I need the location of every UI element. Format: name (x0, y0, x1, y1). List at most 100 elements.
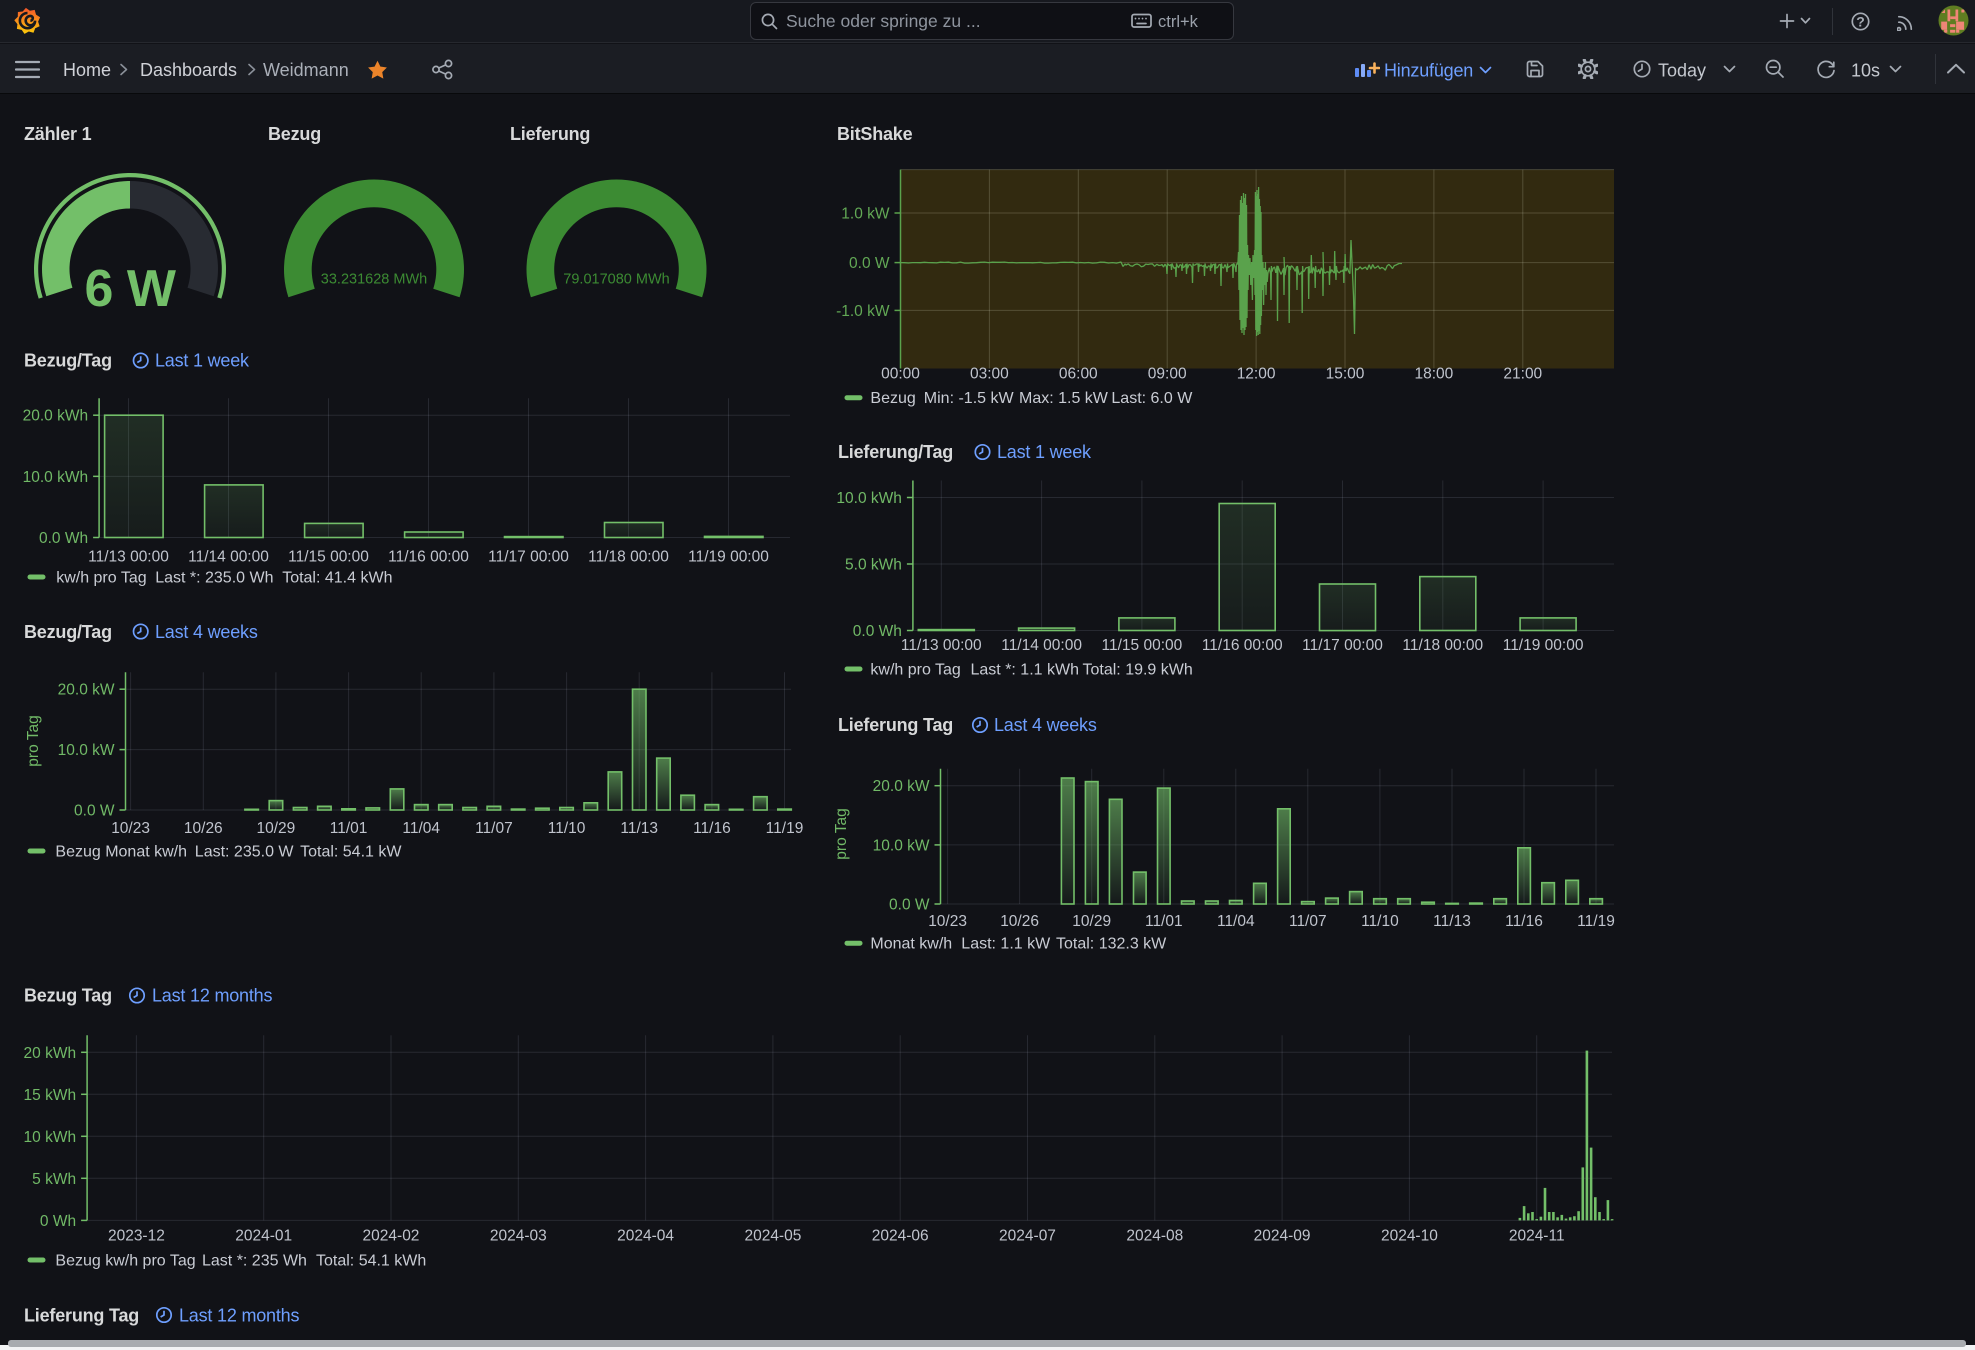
svg-text:Total: 54.1 kWh: Total: 54.1 kWh (316, 1253, 426, 1270)
svg-text:2024-02: 2024-02 (363, 1228, 420, 1245)
svg-text:kw/h pro Tag: kw/h pro Tag (56, 570, 146, 587)
svg-text:11/18 00:00: 11/18 00:00 (588, 549, 669, 566)
svg-text:10/23: 10/23 (928, 913, 967, 930)
svg-text:Monat kw/h: Monat kw/h (870, 936, 952, 953)
svg-text:5.0 kWh: 5.0 kWh (845, 557, 902, 574)
svg-text:Last 1 week: Last 1 week (997, 442, 1092, 462)
svg-text:2024-04: 2024-04 (617, 1228, 674, 1245)
svg-text:BitShake: BitShake (837, 124, 913, 144)
svg-text:Bezug Tag: Bezug Tag (24, 986, 112, 1006)
svg-text:11/04: 11/04 (402, 820, 440, 837)
svg-text:0.0 W: 0.0 W (889, 897, 930, 914)
svg-text:11/18 00:00: 11/18 00:00 (1402, 637, 1483, 654)
svg-text:10/29: 10/29 (257, 820, 296, 837)
svg-text:0.0 W: 0.0 W (74, 803, 115, 820)
svg-text:11/15 00:00: 11/15 00:00 (288, 549, 369, 566)
svg-text:11/13 00:00: 11/13 00:00 (88, 549, 169, 566)
svg-text:kw/h pro Tag: kw/h pro Tag (870, 662, 960, 679)
svg-text:2024-11: 2024-11 (1509, 1228, 1565, 1245)
svg-text:2024-01: 2024-01 (235, 1228, 292, 1245)
svg-text:15:00: 15:00 (1326, 366, 1365, 383)
svg-text:Last 12 months: Last 12 months (179, 1306, 299, 1326)
svg-text:03:00: 03:00 (970, 366, 1009, 383)
svg-text:pro Tag: pro Tag (25, 715, 42, 766)
svg-text:Bezug/Tag: Bezug/Tag (24, 622, 112, 642)
svg-text:2023-12: 2023-12 (108, 1228, 165, 1245)
svg-text:Total: 19.9 kWh: Total: 19.9 kWh (1083, 662, 1193, 679)
svg-text:09:00: 09:00 (1148, 366, 1187, 383)
svg-text:pro Tag: pro Tag (833, 808, 850, 859)
svg-text:10s: 10s (1851, 61, 1880, 81)
svg-text:11/19: 11/19 (1577, 913, 1615, 930)
svg-text:Last 1 week: Last 1 week (155, 351, 250, 371)
svg-text:11/16: 11/16 (1505, 913, 1543, 930)
svg-text:Bezug/Tag: Bezug/Tag (24, 351, 112, 371)
svg-text:Zähler 1: Zähler 1 (24, 124, 92, 144)
svg-text:20 kWh: 20 kWh (24, 1045, 77, 1062)
svg-text:Total: 54.1 kW: Total: 54.1 kW (300, 844, 402, 861)
svg-text:ctrl+k: ctrl+k (1158, 13, 1199, 31)
svg-text:12:00: 12:00 (1237, 366, 1276, 383)
svg-text:-1.0 kW: -1.0 kW (836, 303, 890, 320)
svg-text:10.0 kWh: 10.0 kWh (23, 469, 88, 486)
svg-text:11/16 00:00: 11/16 00:00 (1202, 637, 1283, 654)
svg-text:10.0 kW: 10.0 kW (58, 742, 115, 759)
svg-text:11/16 00:00: 11/16 00:00 (388, 549, 469, 566)
svg-text:11/04: 11/04 (1217, 913, 1255, 930)
svg-text:11/10: 11/10 (1361, 913, 1399, 930)
svg-text:11/16: 11/16 (693, 820, 731, 837)
svg-text:10/23: 10/23 (111, 820, 150, 837)
svg-text:2024-08: 2024-08 (1126, 1228, 1183, 1245)
svg-text:Today: Today (1658, 61, 1706, 81)
svg-text:Total: 132.3 kW: Total: 132.3 kW (1056, 936, 1167, 953)
svg-text:0.0 Wh: 0.0 Wh (39, 530, 88, 547)
svg-text:11/19 00:00: 11/19 00:00 (1503, 637, 1584, 654)
svg-text:2024-05: 2024-05 (744, 1228, 801, 1245)
svg-text:10/26: 10/26 (1000, 913, 1039, 930)
svg-text:11/14 00:00: 11/14 00:00 (1001, 637, 1082, 654)
svg-text:10.0 kWh: 10.0 kWh (836, 490, 901, 507)
svg-text:11/14 00:00: 11/14 00:00 (188, 549, 269, 566)
svg-text:Bezug: Bezug (268, 124, 321, 144)
svg-text:21:00: 21:00 (1503, 366, 1542, 383)
svg-text:20.0 kW: 20.0 kW (58, 682, 115, 699)
svg-text:10.0 kW: 10.0 kW (873, 837, 930, 854)
svg-text:2024-10: 2024-10 (1381, 1228, 1438, 1245)
svg-text:11/19 00:00: 11/19 00:00 (688, 549, 769, 566)
svg-text:Last: 1.1 kW: Last: 1.1 kW (961, 936, 1051, 953)
svg-text:Last 4 weeks: Last 4 weeks (994, 715, 1097, 735)
svg-text:Home: Home (63, 60, 111, 80)
svg-text:11/17 00:00: 11/17 00:00 (488, 549, 569, 566)
svg-text:10/29: 10/29 (1072, 913, 1111, 930)
svg-text:2024-07: 2024-07 (999, 1228, 1056, 1245)
svg-text:Dashboards: Dashboards (140, 60, 237, 80)
svg-text:Max: 1.5 kW: Max: 1.5 kW (1019, 390, 1109, 407)
svg-text:Last: 6.0 W: Last: 6.0 W (1111, 390, 1193, 407)
svg-text:Last *: 1.1 kWh: Last *: 1.1 kWh (971, 662, 1080, 679)
svg-text:Last: 235.0 W: Last: 235.0 W (195, 844, 295, 861)
svg-text:5 kWh: 5 kWh (32, 1171, 76, 1188)
svg-text:11/13: 11/13 (1433, 913, 1471, 930)
svg-text:0.0 Wh: 0.0 Wh (853, 623, 902, 640)
svg-text:Min: -1.5 kW: Min: -1.5 kW (924, 390, 1015, 407)
svg-text:Bezug: Bezug (870, 390, 915, 407)
svg-text:Lieferung Tag: Lieferung Tag (24, 1306, 139, 1326)
svg-text:15 kWh: 15 kWh (24, 1087, 77, 1104)
svg-text:Hinzufügen: Hinzufügen (1384, 61, 1473, 81)
svg-text:?: ? (1856, 14, 1865, 30)
svg-text:33.231628 MWh: 33.231628 MWh (321, 272, 427, 288)
svg-text:Lieferung Tag: Lieferung Tag (838, 715, 953, 735)
svg-text:10/26: 10/26 (184, 820, 223, 837)
svg-text:Suche oder springe zu ...: Suche oder springe zu ... (786, 11, 981, 31)
svg-text:11/01: 11/01 (330, 820, 368, 837)
svg-text:1.0 kW: 1.0 kW (841, 206, 890, 223)
svg-text:11/15 00:00: 11/15 00:00 (1102, 637, 1183, 654)
svg-text:2024-03: 2024-03 (490, 1228, 547, 1245)
svg-text:Last 12 months: Last 12 months (152, 986, 272, 1006)
svg-text:Last *: 235.0 Wh: Last *: 235.0 Wh (155, 570, 273, 587)
svg-text:11/01: 11/01 (1145, 913, 1183, 930)
svg-text:2024-09: 2024-09 (1254, 1228, 1311, 1245)
svg-text:Total: 41.4 kWh: Total: 41.4 kWh (282, 570, 392, 587)
svg-text:0.0 W: 0.0 W (849, 255, 890, 272)
svg-text:11/07: 11/07 (475, 820, 513, 837)
